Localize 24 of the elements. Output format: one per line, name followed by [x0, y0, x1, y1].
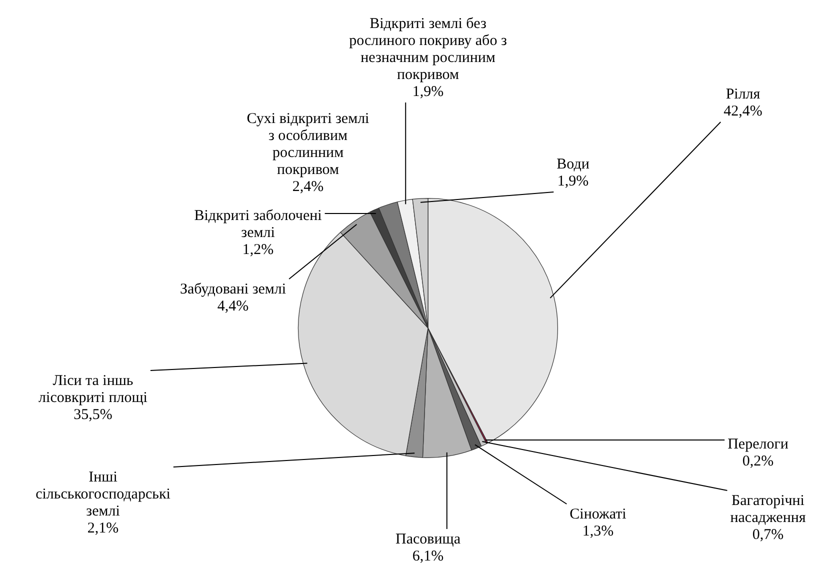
slice-label: Багаторічні насадження: [730, 492, 806, 526]
slice-label: Забудовані землі: [180, 281, 286, 298]
slice-label: Рілля: [726, 86, 760, 102]
slice-label: Води: [556, 156, 590, 172]
data-label: 0,7%: [752, 526, 784, 543]
slice-label: Сухі відкриті землі з особливим рослинним покривом: [246, 110, 370, 178]
slice-label: Відкриті землі без рослиного покриву або з незначним рослиним покривом: [349, 16, 507, 83]
slice-label: Відкриті заболочені землі: [194, 208, 322, 241]
data-label: 2,4%: [292, 178, 324, 195]
slice-label: Інші сільськогосподарські землі: [36, 469, 170, 520]
data-label: 35,5%: [74, 406, 112, 423]
data-label: 1,9%: [557, 173, 589, 190]
data-label: 1,9%: [412, 84, 444, 100]
data-label: 1,2%: [242, 242, 274, 258]
slice-label: Ліси та іншь лісовкриті площі: [38, 372, 148, 406]
data-label: 4,4%: [217, 298, 249, 314]
data-label: 2,1%: [87, 520, 119, 536]
data-label: 0,2%: [742, 453, 774, 470]
data-label: 6,1%: [412, 548, 444, 564]
data-label: 1,3%: [582, 523, 614, 540]
slice-label: Перелоги: [728, 436, 788, 452]
data-label: 42,4%: [724, 103, 762, 120]
slice-label: Сіножаті: [570, 506, 626, 522]
slice-label: Пасовища: [396, 531, 461, 548]
